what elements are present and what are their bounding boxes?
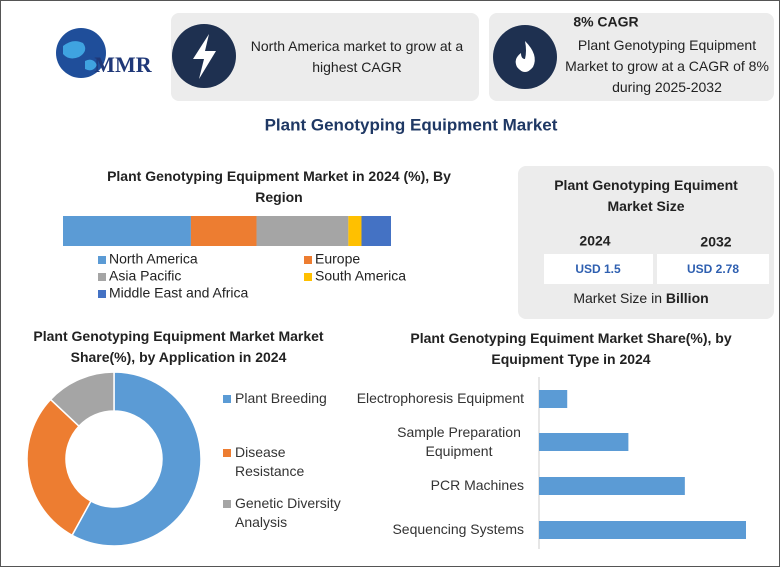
market-value: USD 1.5 (575, 262, 621, 276)
legend-swatch (98, 256, 106, 264)
logo-land (63, 41, 97, 71)
panel-title: Plant Genotyping Equiment Market Size (554, 177, 738, 214)
value-box (657, 254, 769, 284)
bar (539, 477, 685, 495)
card (489, 13, 774, 101)
bar-segment (256, 216, 349, 246)
chart-title: Plant Genotyping Equipment Market in 202… (107, 168, 451, 205)
chart-title: Plant Genotyping Equiment Market Share(%… (410, 330, 732, 367)
legend-label: Asia Pacific (109, 268, 181, 284)
size-unit: Billion (666, 290, 709, 306)
market-value: USD 2.78 (687, 262, 739, 276)
legend-swatch (223, 500, 231, 508)
bar (539, 390, 568, 408)
y-tick-label: PCR Machines (430, 477, 524, 493)
size-caption: Market Size in Billion (573, 290, 708, 306)
bar (539, 433, 629, 451)
bar (539, 521, 746, 539)
legend-swatch (304, 273, 312, 281)
legend-swatch (304, 256, 312, 264)
card-text: Plant Genotyping Equipment Market to gro… (565, 37, 769, 95)
bar-segment (361, 216, 391, 246)
flame-icon (515, 41, 535, 72)
legend-swatch (98, 290, 106, 298)
donut-slice (26, 398, 92, 537)
year: 2032 (700, 234, 731, 250)
bar-segment (190, 216, 257, 246)
card-text: North America market to grow at a highes… (250, 38, 464, 75)
legend-label: Genetic Diversity Analysis (235, 495, 341, 530)
legend-swatch (223, 449, 231, 457)
donut-slice (71, 371, 202, 547)
chart-title: Plant Genotyping Equipment Market Market… (33, 328, 324, 365)
y-tick-label: Sequencing Systems (392, 521, 524, 537)
value-box (544, 254, 653, 284)
legend-label: Plant Breeding (235, 390, 327, 406)
bar-segment (348, 216, 362, 246)
year: 2024 (579, 233, 610, 249)
legend-label: Europe (315, 251, 360, 267)
size-label: Market Size in (573, 290, 662, 306)
page-title: Plant Genotyping Equipment Market (265, 115, 558, 134)
card-title: 8% CAGR (573, 14, 638, 30)
card (171, 13, 479, 101)
icon (493, 25, 557, 89)
legend-label: Disease Resistance (235, 444, 305, 479)
bolt-icon (193, 34, 216, 79)
legend-label: South America (315, 268, 406, 284)
bar-segment (63, 216, 191, 246)
legend-swatch (223, 395, 231, 403)
legend-label: Middle East and Africa (109, 285, 249, 301)
legend-label: North America (109, 251, 198, 267)
y-tick-label: Electrophoresis Equipment (356, 390, 524, 406)
logo-text: MMR (94, 52, 153, 77)
y-tick-label: Sample Preparation Equipment (397, 424, 521, 459)
legend-swatch (98, 273, 106, 281)
donut-slice (49, 371, 115, 428)
